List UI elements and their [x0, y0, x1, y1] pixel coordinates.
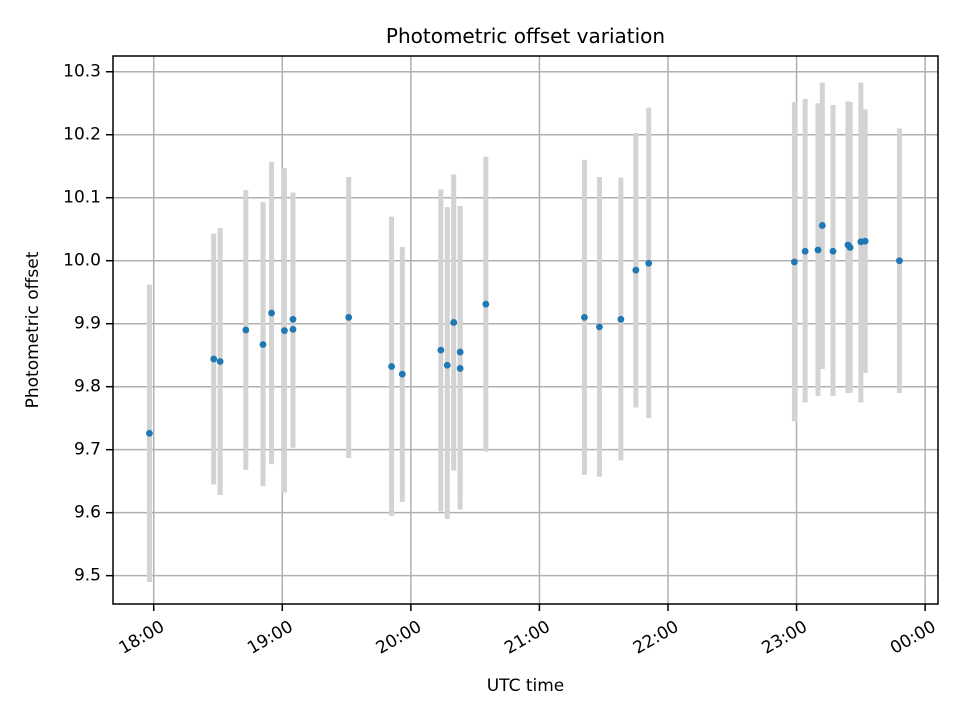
y-tick-label: 10.3 — [63, 62, 101, 82]
plot-frame — [112, 55, 939, 605]
y-tick-label: 9.7 — [74, 440, 101, 460]
data-point — [242, 326, 250, 334]
grid — [113, 56, 938, 604]
data-point — [896, 257, 903, 265]
data-point — [216, 358, 224, 365]
markers — [146, 222, 903, 437]
y-tick-label: 10.1 — [63, 188, 101, 208]
data-point — [801, 247, 809, 255]
data-point — [791, 258, 798, 266]
data-point — [259, 341, 267, 348]
data-point — [443, 361, 451, 369]
y-tick-label: 9.9 — [74, 314, 101, 334]
data-point — [814, 246, 822, 254]
data-point — [645, 259, 653, 267]
data-point — [388, 363, 395, 370]
data-point — [617, 315, 625, 323]
data-point — [450, 319, 458, 326]
data-point — [398, 370, 406, 378]
y-axis-label: Photometric offset — [23, 251, 43, 408]
data-point — [210, 355, 218, 363]
data-point — [289, 315, 297, 323]
plot-area — [113, 56, 938, 604]
data-point — [456, 348, 464, 356]
data-point — [281, 327, 288, 335]
data-point — [632, 266, 640, 274]
data-point — [581, 314, 588, 321]
y-tick-label: 10.0 — [63, 251, 101, 271]
data-point — [861, 237, 869, 245]
data-point — [829, 247, 837, 255]
data-point — [289, 325, 297, 333]
data-point — [456, 365, 464, 372]
chart-title: Photometric offset variation — [386, 24, 665, 48]
x-axis-label: UTC time — [487, 676, 565, 696]
data-point — [437, 346, 445, 354]
data-point — [268, 309, 275, 317]
y-axis-ticks: 9.5 9.6 9.7 9.8 9.9 10.0 10.1 10.2 10.3 — [63, 62, 113, 586]
y-tick-label: 10.2 — [63, 125, 101, 145]
y-tick-label: 9.8 — [74, 377, 101, 397]
y-tick-label: 9.6 — [74, 503, 101, 523]
data-point — [596, 323, 603, 331]
y-tick-label: 9.5 — [74, 566, 101, 586]
data-point — [846, 244, 854, 251]
data-point — [146, 429, 153, 437]
data-point — [345, 314, 353, 321]
data-point — [818, 222, 826, 229]
data-point — [482, 300, 490, 308]
